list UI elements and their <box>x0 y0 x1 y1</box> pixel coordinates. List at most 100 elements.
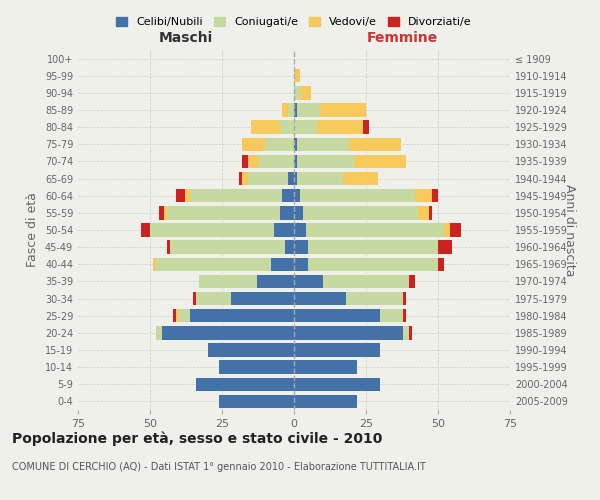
Bar <box>288 172 294 186</box>
Bar <box>294 172 297 186</box>
Bar <box>259 154 294 168</box>
Bar <box>355 154 406 168</box>
Bar <box>230 292 294 306</box>
Bar <box>280 120 294 134</box>
Bar <box>167 206 280 220</box>
Bar <box>265 138 294 151</box>
Bar <box>297 104 320 117</box>
Bar <box>219 360 294 374</box>
Bar <box>167 240 170 254</box>
Text: Maschi: Maschi <box>159 31 213 45</box>
Bar <box>343 172 377 186</box>
Bar <box>317 120 363 134</box>
Bar <box>363 120 369 134</box>
Bar <box>380 309 403 322</box>
Bar <box>294 344 380 356</box>
Bar <box>294 138 297 151</box>
Bar <box>294 189 300 202</box>
Bar <box>156 258 271 271</box>
Text: Femmine: Femmine <box>367 31 437 45</box>
Bar <box>185 189 190 202</box>
Bar <box>288 104 294 117</box>
Bar <box>297 172 343 186</box>
Bar <box>449 224 461 236</box>
Bar <box>294 360 358 374</box>
Y-axis label: Fasce di età: Fasce di età <box>26 192 39 268</box>
Bar <box>193 292 196 306</box>
Bar <box>196 292 230 306</box>
Bar <box>199 274 257 288</box>
Bar <box>286 240 294 254</box>
Bar <box>274 224 294 236</box>
Bar <box>300 189 415 202</box>
Legend: Celibi/Nubili, Coniugati/e, Vedovi/e, Divorziati/e: Celibi/Nubili, Coniugati/e, Vedovi/e, Di… <box>112 12 476 32</box>
Bar <box>409 326 412 340</box>
Bar <box>403 292 406 306</box>
Bar <box>438 240 452 254</box>
Bar <box>294 69 300 82</box>
Bar <box>294 120 317 134</box>
Bar <box>444 224 449 236</box>
Bar <box>294 224 305 236</box>
Bar <box>242 172 248 186</box>
Bar <box>161 326 294 340</box>
Bar <box>323 274 409 288</box>
Bar <box>294 378 380 391</box>
Bar <box>403 309 406 322</box>
Bar <box>294 309 380 322</box>
Bar <box>294 86 300 100</box>
Bar <box>300 86 311 100</box>
Bar <box>415 189 432 202</box>
Bar <box>320 104 366 117</box>
Bar <box>294 104 297 117</box>
Bar <box>156 326 161 340</box>
Bar <box>294 326 403 340</box>
Bar <box>179 309 190 322</box>
Bar <box>150 224 274 236</box>
Bar <box>305 224 444 236</box>
Bar <box>170 240 286 254</box>
Text: Popolazione per età, sesso e stato civile - 2010: Popolazione per età, sesso e stato civil… <box>12 431 382 446</box>
Bar <box>294 394 358 408</box>
Bar <box>438 258 444 271</box>
Bar <box>190 309 294 322</box>
Bar <box>308 240 438 254</box>
Bar <box>242 154 248 168</box>
Bar <box>164 206 167 220</box>
Bar <box>153 258 156 271</box>
Bar <box>219 394 294 408</box>
Bar <box>283 104 288 117</box>
Bar <box>294 274 323 288</box>
Bar <box>297 138 349 151</box>
Bar <box>242 138 265 151</box>
Bar <box>430 206 432 220</box>
Bar <box>403 326 409 340</box>
Bar <box>190 189 283 202</box>
Bar <box>294 292 346 306</box>
Bar <box>283 189 294 202</box>
Bar <box>248 172 288 186</box>
Bar <box>248 154 259 168</box>
Text: COMUNE DI CERCHIO (AQ) - Dati ISTAT 1° gennaio 2010 - Elaborazione TUTTITALIA.IT: COMUNE DI CERCHIO (AQ) - Dati ISTAT 1° g… <box>12 462 426 472</box>
Bar <box>173 309 176 322</box>
Bar <box>294 206 302 220</box>
Bar <box>308 258 438 271</box>
Bar <box>196 378 294 391</box>
Bar <box>176 189 185 202</box>
Bar <box>271 258 294 271</box>
Bar <box>257 274 294 288</box>
Bar <box>418 206 430 220</box>
Bar <box>294 154 297 168</box>
Bar <box>158 206 164 220</box>
Bar <box>176 309 179 322</box>
Bar <box>346 292 403 306</box>
Bar <box>409 274 415 288</box>
Bar <box>297 154 355 168</box>
Bar <box>294 258 308 271</box>
Bar <box>349 138 401 151</box>
Bar <box>432 189 438 202</box>
Bar <box>294 240 308 254</box>
Bar <box>280 206 294 220</box>
Bar <box>142 224 150 236</box>
Bar <box>239 172 242 186</box>
